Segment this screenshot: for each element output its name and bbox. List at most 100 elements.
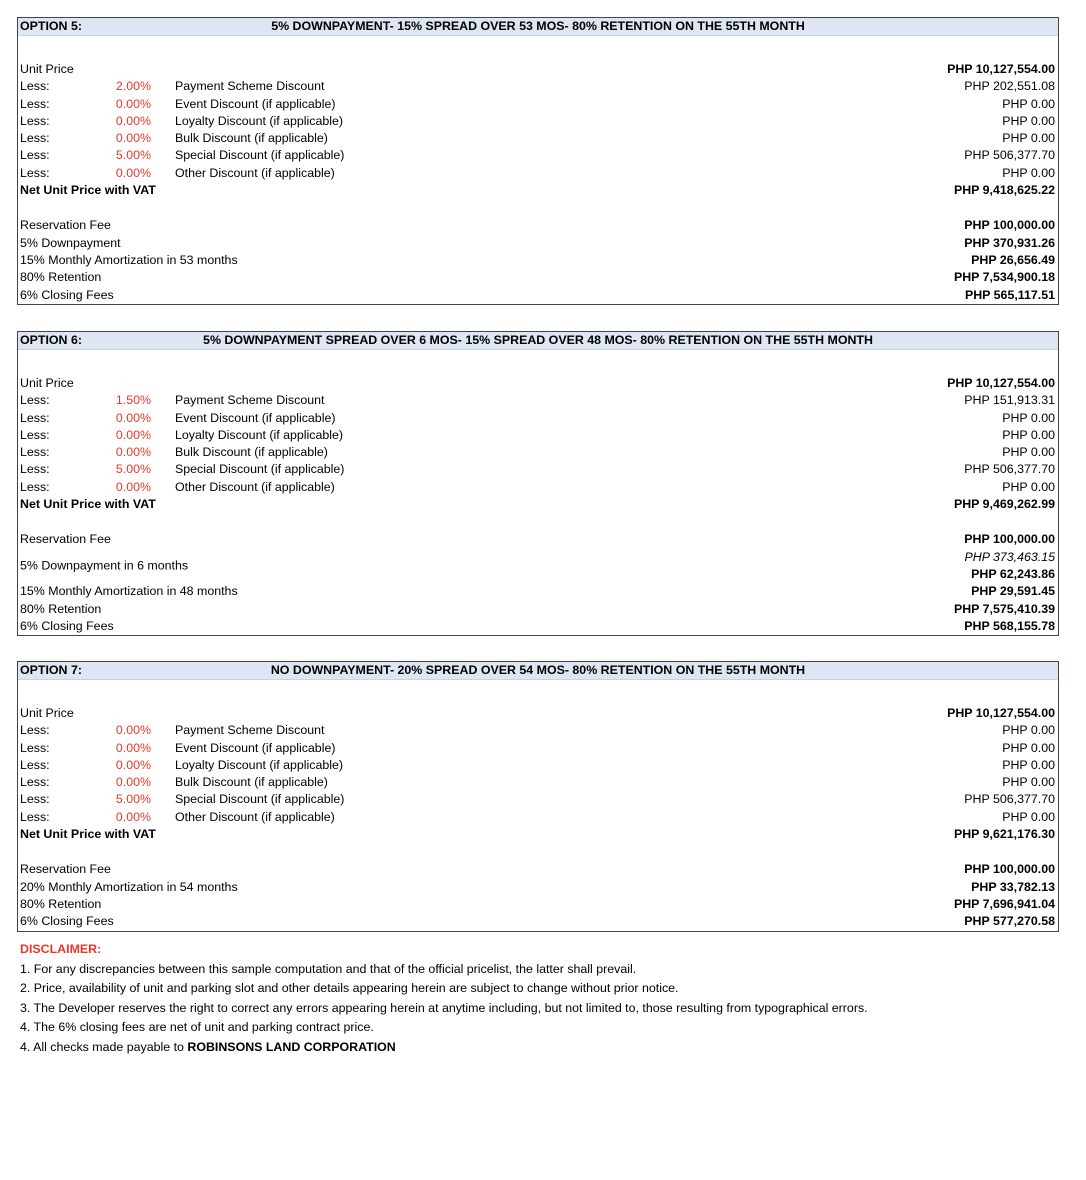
discount-row: Less: 0.00% Loyalty Discount (if applicabl… [18,757,1058,774]
discount-value: PHP 0.00 [1002,479,1055,494]
payment-value: PHP 7,696,941.04 [953,896,1055,911]
net-price-value: PHP 9,469,262.99 [953,497,1055,512]
discount-value: PHP 506,377.70 [964,792,1055,807]
payment-row: 5% Downpayment in 6 months PHP 373,463.15… [18,549,1058,584]
row-label: Less: [20,148,50,163]
payment-row: 80% Retention PHP 7,534,900.18 [18,269,1058,286]
payment-row: 6% Closing Fees PHP 577,270.58 [18,913,1058,930]
discount-percent: 0.00% [115,427,151,442]
discount-row: Less: 5.00% Special Discount (if applicabl… [18,791,1058,808]
payment-value: PHP 33,782.13 [971,879,1055,894]
discount-description: Other Discount (if applicable) [175,809,335,824]
discount-value: PHP 0.00 [1002,131,1055,146]
row-label: Less: [20,792,50,807]
row-label: 80% Retention [20,270,102,285]
row-label: Less: [20,113,50,128]
row-label: Less: [20,79,50,94]
row-label: Less: [20,165,50,180]
discount-row: Less: 0.00% Event Discount (if applicable)… [18,740,1058,757]
discount-description: Event Discount (if applicable) [175,740,336,755]
row-label: Less: [20,393,50,408]
payment-value: PHP 29,591.45 [971,584,1055,599]
discount-percent: 0.00% [115,96,151,111]
discount-row: Less: 0.00% Other Discount (if applicable)… [18,809,1058,826]
discount-value: PHP 0.00 [1002,410,1055,425]
payment-row: Reservation Fee PHP 100,000.00 [18,861,1058,878]
disclaimer-item: 3. The Developer reserves the right to c… [20,1000,868,1015]
row-label: Less: [20,131,50,146]
row-label: 6% Closing Fees [20,618,114,633]
net-price-row: Net Unit Price with VAT PHP 9,418,625.22 [18,182,1058,199]
discount-percent: 5.00% [115,792,151,807]
row-label: 6% Closing Fees [20,914,114,929]
net-price-row: Net Unit Price with VAT PHP 9,469,262.99 [18,496,1058,513]
discount-description: Other Discount (if applicable) [175,479,335,494]
row-label: Less: [20,723,50,738]
row-label: 6% Closing Fees [20,287,114,302]
discount-value: PHP 151,913.31 [964,393,1055,408]
disclaimer-item: 4. All checks made payable to ROBINSONS … [20,1038,868,1058]
row-label: Reservation Fee [20,218,111,233]
discount-description: Payment Scheme Discount [175,79,325,94]
disclaimer-item: 1. For any discrepancies between this sa… [20,961,637,976]
disclaimer-item: 2. Price, availability of unit and parki… [20,981,679,995]
payment-value: PHP 62,243.86 [971,566,1055,581]
discount-description: Event Discount (if applicable) [175,96,336,111]
payment-row: Reservation Fee PHP 100,000.00 [18,217,1058,234]
unit-price-value: PHP 10,127,554.00 [947,376,1055,390]
discount-value: PHP 0.00 [1002,757,1055,772]
row-label: Less: [20,740,50,755]
row-label: Unit Price [20,376,74,390]
payment-value: PHP 100,000.00 [964,532,1055,547]
row-label: Less: [20,479,50,494]
discount-description: Other Discount (if applicable) [175,165,335,180]
row-label: Less: [20,757,50,772]
row-label: Unit Price [20,62,74,76]
discount-value: PHP 202,551.08 [964,79,1055,94]
payment-value: PHP 100,000.00 [964,862,1055,877]
row-label: Net Unit Price with VAT [20,827,156,842]
discount-row: Less: 0.00% Event Discount (if applicable)… [18,410,1058,427]
option-6-table: OPTION 6: 5% DOWNPAYMENT SPREAD OVER 6 MO… [17,331,1059,637]
row-label: Net Unit Price with VAT [20,497,156,512]
option-header: OPTION 7: NO DOWNPAYMENT- 20% SPREAD OVER… [18,662,1058,680]
discount-percent: 0.00% [115,445,151,460]
discount-value: PHP 0.00 [1002,445,1055,460]
discount-percent: 0.00% [115,775,151,790]
discount-value: PHP 506,377.70 [964,462,1055,477]
unit-price-value: PHP 10,127,554.00 [947,62,1055,76]
row-label: 80% Retention [20,896,102,911]
payment-row: 6% Closing Fees PHP 565,117.51 [18,287,1058,304]
row-label: 5% Downpayment [20,235,121,250]
payment-value: PHP 26,656.49 [971,252,1055,267]
discount-row: Less: 5.00% Special Discount (if applicabl… [18,147,1058,164]
disclaimer: DISCLAIMER: 1. For any discrepancies bet… [20,940,868,1057]
company-name: ROBINSONS LAND CORPORATION [187,1039,396,1054]
discount-row: Less: 1.50% Payment Scheme Discount PHP 151… [18,392,1058,409]
payment-row: Reservation Fee PHP 100,000.00 [18,531,1058,548]
row-label: Less: [20,96,50,111]
row-label: Less: [20,775,50,790]
discount-row: Less: 0.00% Other Discount (if applicable)… [18,479,1058,496]
disclaimer-text: 4. All checks made payable to [20,1039,188,1054]
discount-value: PHP 506,377.70 [964,148,1055,163]
discount-value: PHP 0.00 [1002,113,1055,128]
discount-description: Loyalty Discount (if applicable) [175,113,344,128]
discount-value: PHP 0.00 [1002,427,1055,442]
discount-description: Event Discount (if applicable) [175,410,336,425]
discount-description: Special Discount (if applicable) [175,462,345,477]
net-price-value: PHP 9,621,176.30 [953,827,1055,842]
discount-percent: 5.00% [115,148,151,163]
discount-percent: 5.00% [115,462,151,477]
option-title: OPTION 6: [20,333,82,347]
unit-price-value: PHP 10,127,554.00 [947,706,1055,720]
row-label: Less: [20,809,50,824]
discount-value: PHP 0.00 [1002,775,1055,790]
discount-row: Less: 0.00% Bulk Discount (if applicable) P… [18,130,1058,147]
discount-percent: 0.00% [115,809,151,824]
row-label: Less: [20,445,50,460]
net-price-row: Net Unit Price with VAT PHP 9,621,176.30 [18,826,1058,843]
discount-row: Less: 0.00% Loyalty Discount (if applicabl… [18,113,1058,130]
discount-value: PHP 0.00 [1002,740,1055,755]
row-label: Less: [20,410,50,425]
